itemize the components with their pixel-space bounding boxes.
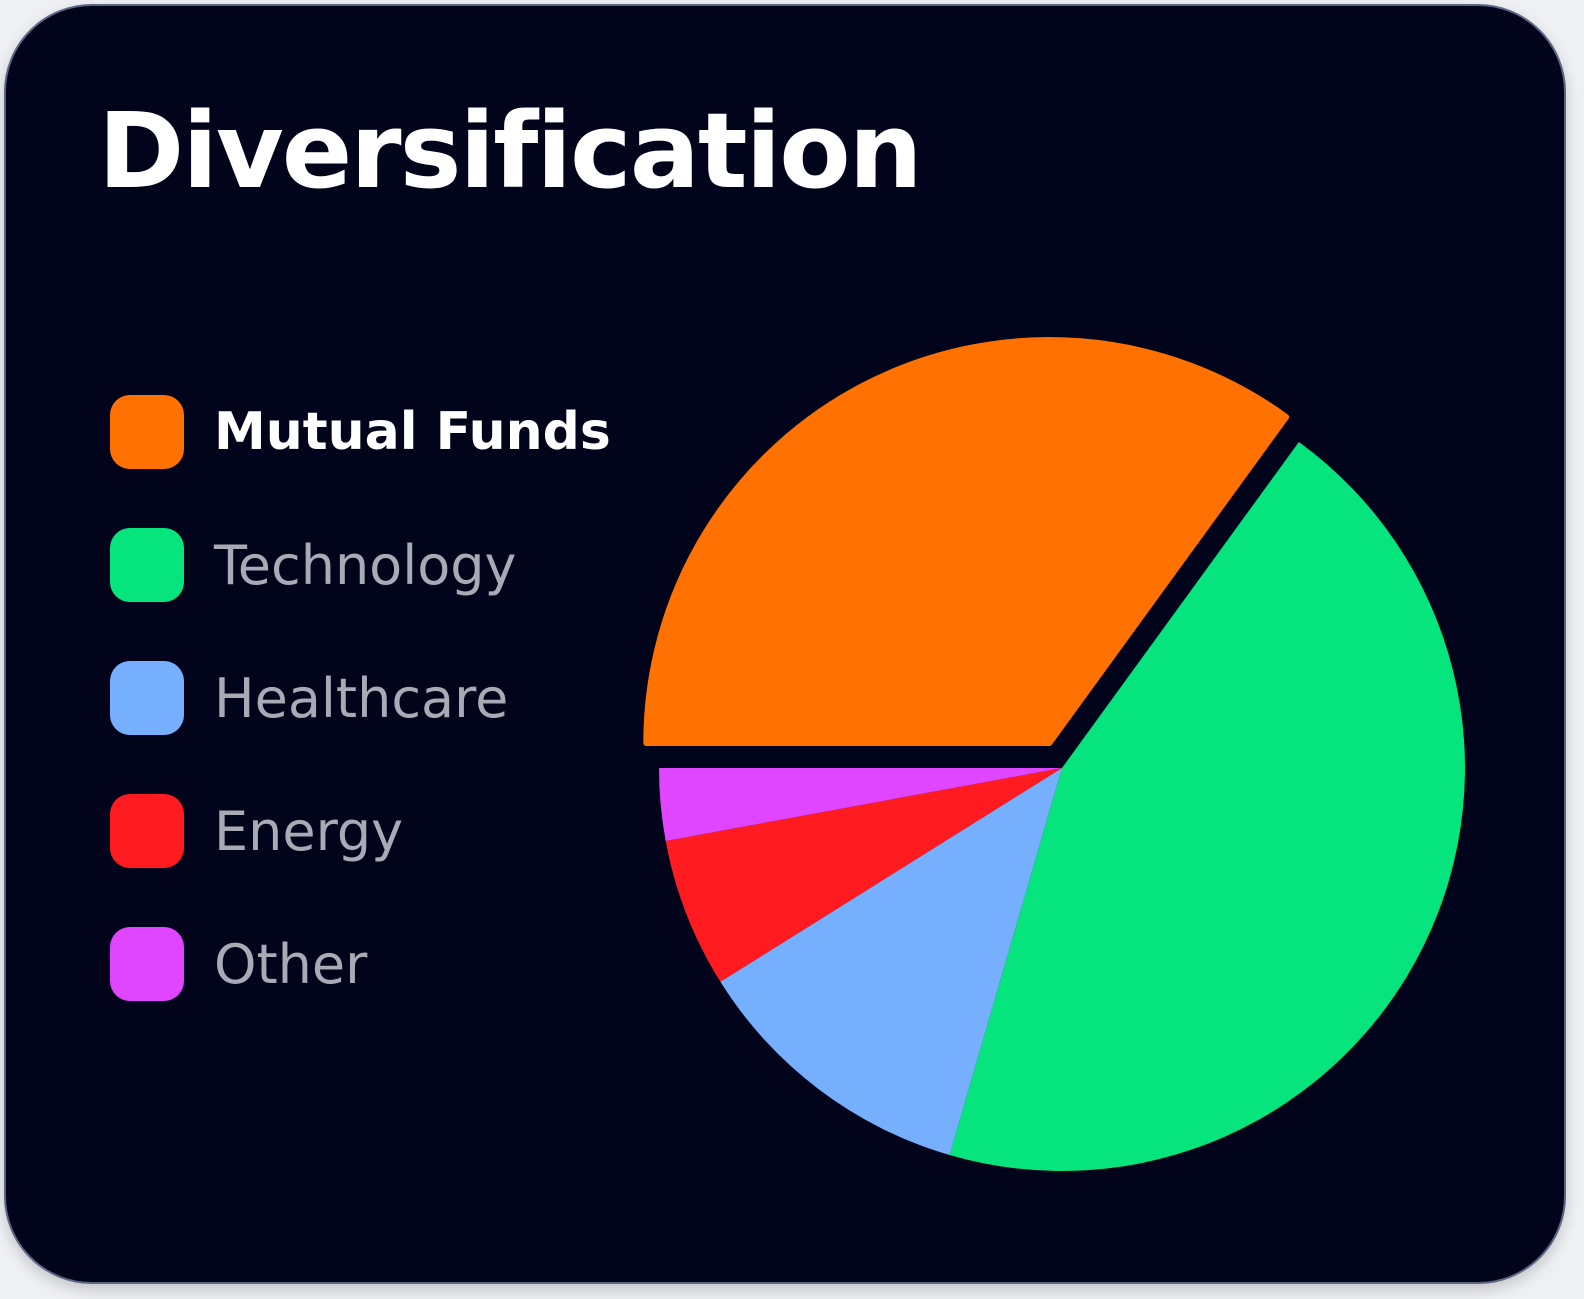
pie-slice-energy[interactable] [665, 768, 1062, 982]
pie-slice-mutual-funds[interactable] [643, 337, 1290, 747]
legend-swatch-technology [110, 528, 184, 602]
legend-swatch-mutual-funds [110, 395, 184, 469]
legend-label-energy: Energy [214, 799, 404, 863]
legend-item-mutual-funds[interactable]: Mutual Funds [110, 394, 611, 470]
legend-swatch-healthcare [110, 661, 184, 735]
legend-swatch-other [110, 927, 184, 1001]
pie-slice-technology[interactable] [949, 441, 1465, 1172]
chart-title: Diversification [98, 90, 923, 212]
legend-label-healthcare: Healthcare [214, 666, 509, 730]
legend-label-mutual-funds: Mutual Funds [214, 402, 611, 462]
legend-item-other[interactable]: Other [110, 926, 367, 1002]
legend-label-other: Other [214, 932, 368, 996]
pie-chart [643, 337, 1465, 1172]
diversification-card: Diversification Mutual Funds Technology … [4, 4, 1566, 1284]
legend-item-energy[interactable]: Energy [110, 793, 403, 869]
legend-item-healthcare[interactable]: Healthcare [110, 660, 508, 736]
pie-slice-healthcare[interactable] [720, 768, 1062, 1155]
pie-slice-other[interactable] [659, 768, 1062, 842]
legend-swatch-energy [110, 794, 184, 868]
legend-item-technology[interactable]: Technology [110, 527, 516, 603]
legend-label-technology: Technology [214, 533, 517, 597]
